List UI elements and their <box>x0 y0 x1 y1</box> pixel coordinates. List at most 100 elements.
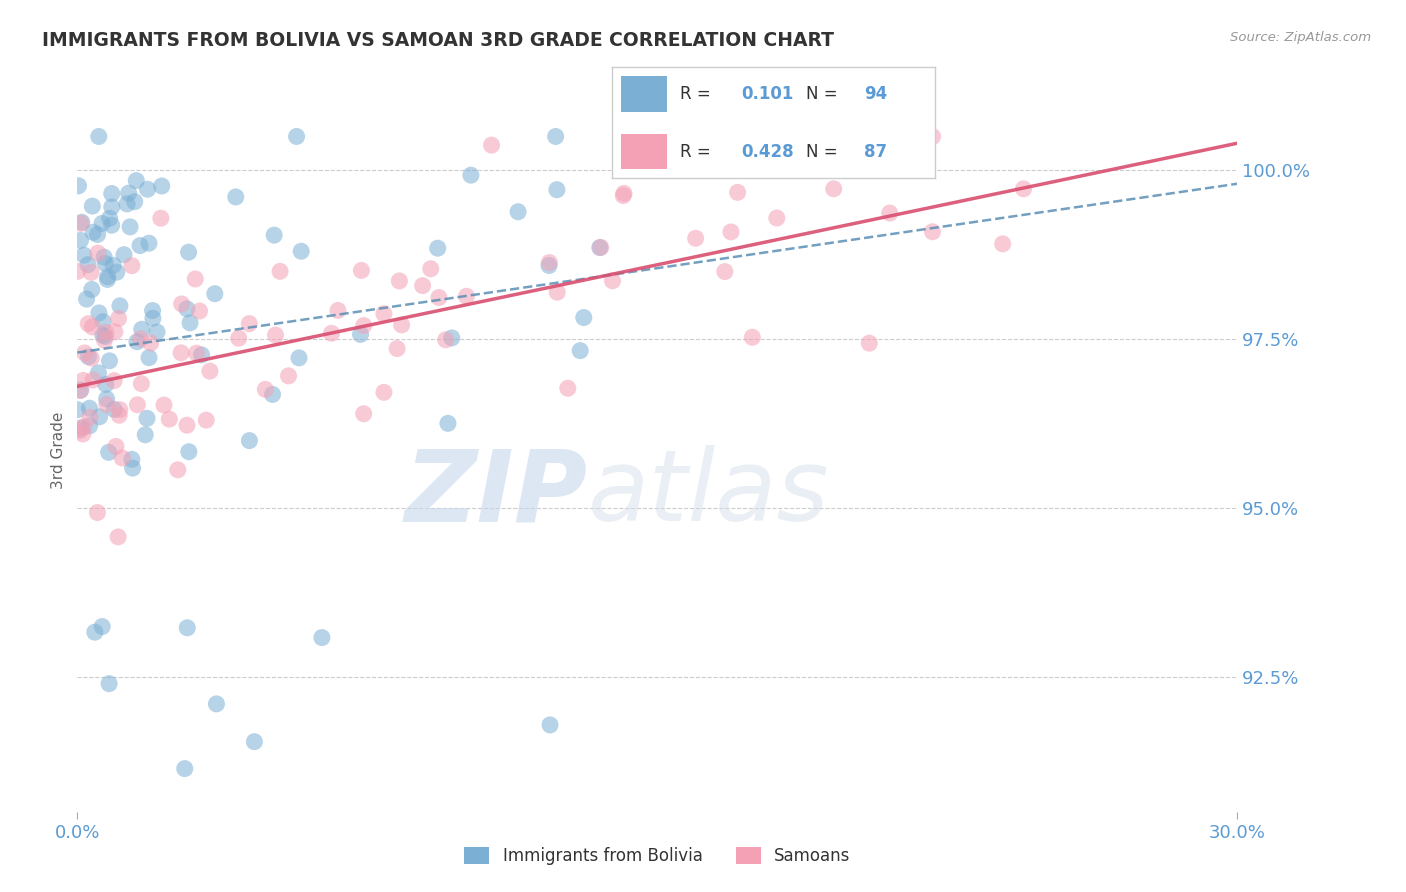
Point <box>94 325 117 339</box>
Point <box>349 327 371 342</box>
Point <box>720 225 742 239</box>
Point <box>67 178 90 193</box>
Point <box>238 317 260 331</box>
Point <box>97 269 120 284</box>
Point <box>569 343 592 358</box>
Bar <box>621 76 666 112</box>
Point <box>254 383 277 397</box>
Point <box>121 259 143 273</box>
Point <box>80 351 103 365</box>
Point <box>766 211 789 225</box>
Point <box>321 326 343 341</box>
Point <box>94 256 117 270</box>
Point <box>225 190 247 204</box>
Point <box>91 619 114 633</box>
Point <box>557 381 579 395</box>
Point <box>125 173 148 187</box>
Text: 0.428: 0.428 <box>741 143 793 161</box>
Point <box>434 333 457 347</box>
Text: N =: N = <box>806 85 837 103</box>
Point <box>537 259 560 273</box>
Point <box>153 398 176 412</box>
Text: IMMIGRANTS FROM BOLIVIA VS SAMOAN 3RD GRADE CORRELATION CHART: IMMIGRANTS FROM BOLIVIA VS SAMOAN 3RD GR… <box>42 31 834 50</box>
Point <box>98 354 121 368</box>
Point <box>101 200 124 214</box>
Point <box>93 250 115 264</box>
Point <box>437 417 460 431</box>
Point <box>87 246 110 260</box>
Point <box>176 418 198 433</box>
Point <box>326 303 349 318</box>
Point <box>149 211 172 226</box>
Point <box>1012 182 1035 196</box>
Point <box>93 333 115 347</box>
Point <box>613 186 636 201</box>
Point <box>80 283 103 297</box>
Legend: Immigrants from Bolivia, Samoans: Immigrants from Bolivia, Samoans <box>464 847 851 865</box>
Point <box>262 387 284 401</box>
Point <box>120 219 142 234</box>
Point <box>80 265 103 279</box>
Text: 94: 94 <box>863 85 887 103</box>
Point <box>77 317 100 331</box>
Point <box>177 444 200 458</box>
Point <box>546 183 568 197</box>
Point <box>103 374 125 388</box>
Point <box>86 506 108 520</box>
Point <box>921 129 943 144</box>
Point <box>285 129 308 144</box>
Point <box>190 348 212 362</box>
Point <box>538 255 561 269</box>
Point <box>129 332 152 346</box>
Text: N =: N = <box>806 143 837 161</box>
Text: 0.101: 0.101 <box>741 85 793 103</box>
Point <box>823 182 845 196</box>
Point <box>104 325 127 339</box>
Point <box>91 315 114 329</box>
Point <box>100 218 122 232</box>
Point <box>157 412 180 426</box>
Point <box>353 407 375 421</box>
Point <box>589 240 612 254</box>
Point <box>83 625 105 640</box>
Point <box>373 307 395 321</box>
Point <box>82 320 104 334</box>
Point <box>184 272 207 286</box>
Point <box>73 346 96 360</box>
Point <box>198 364 221 378</box>
Point <box>94 377 117 392</box>
Point <box>506 204 529 219</box>
Text: ZIP: ZIP <box>405 445 588 542</box>
Point <box>173 762 195 776</box>
Point <box>589 241 612 255</box>
Point <box>146 325 169 339</box>
Point <box>277 368 299 383</box>
Point <box>136 182 159 196</box>
Point <box>150 179 173 194</box>
Point <box>97 445 120 459</box>
Point <box>69 424 91 438</box>
Point <box>388 274 411 288</box>
Point <box>288 351 311 365</box>
Point <box>73 248 96 262</box>
Point <box>243 734 266 748</box>
Point <box>66 402 89 417</box>
Point <box>66 264 89 278</box>
Point <box>134 427 156 442</box>
Point <box>115 197 138 211</box>
Point <box>170 346 193 360</box>
Point <box>103 402 125 417</box>
Point <box>426 241 449 255</box>
Point <box>419 261 441 276</box>
Point <box>538 718 561 732</box>
Point <box>456 289 478 303</box>
Point <box>127 398 149 412</box>
Point <box>481 138 503 153</box>
Point <box>412 278 434 293</box>
Point <box>70 215 93 229</box>
Text: Source: ZipAtlas.com: Source: ZipAtlas.com <box>1230 31 1371 45</box>
Point <box>108 409 131 423</box>
Point <box>612 188 634 202</box>
Point <box>112 248 135 262</box>
Point <box>69 384 91 398</box>
